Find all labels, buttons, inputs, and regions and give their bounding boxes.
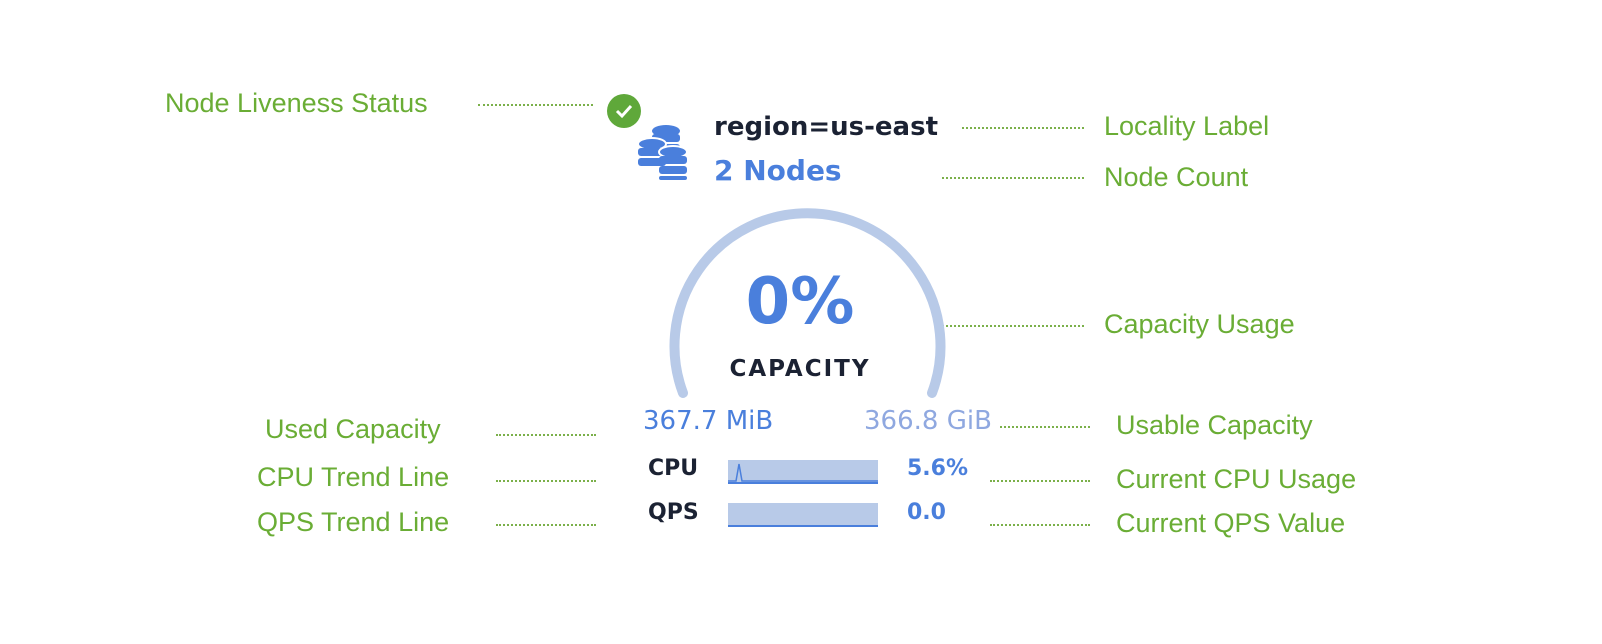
annotation-qps-trend: QPS Trend Line	[257, 507, 450, 537]
gauge-track	[669, 208, 946, 398]
cpu-trend-line	[728, 460, 878, 484]
check-circle-icon	[607, 94, 641, 128]
locality-label: region=us-east	[714, 112, 938, 142]
qps-trend-line	[728, 503, 878, 527]
annotation-current-qps: Current QPS Value	[1116, 508, 1346, 538]
leader-line	[990, 480, 1090, 482]
annotation-liveness: Node Liveness Status	[165, 88, 428, 118]
cpu-value: 5.6%	[907, 456, 969, 481]
annotation-cpu-trend: CPU Trend Line	[257, 462, 450, 492]
leader-line	[496, 524, 596, 526]
annotation-node-count: Node Count	[1104, 162, 1249, 192]
leader-line	[496, 434, 596, 436]
qps-value: 0.0	[907, 500, 946, 525]
leader-line	[478, 104, 593, 106]
annotation-usable-capacity: Usable Capacity	[1116, 410, 1313, 440]
leader-line	[496, 480, 596, 482]
annotation-capacity-usage: Capacity Usage	[1104, 309, 1295, 339]
leader-line	[1000, 426, 1090, 428]
annotation-used-capacity: Used Capacity	[265, 414, 441, 444]
leader-line	[990, 524, 1090, 526]
leader-line	[942, 177, 1084, 179]
capacity-percent: 0%	[745, 265, 855, 339]
usable-capacity: 366.8 GiB	[864, 406, 992, 436]
annotation-locality: Locality Label	[1104, 111, 1270, 141]
leader-line	[962, 127, 1084, 129]
capacity-label: CAPACITY	[729, 356, 871, 382]
qps-label: QPS	[648, 500, 699, 525]
leader-line	[942, 325, 1084, 327]
cpu-label: CPU	[648, 456, 699, 481]
annotation-current-cpu: Current CPU Usage	[1116, 464, 1357, 494]
database-icon	[637, 125, 688, 180]
node-count[interactable]: 2 Nodes	[714, 154, 842, 187]
used-capacity: 367.7 MiB	[643, 406, 774, 436]
